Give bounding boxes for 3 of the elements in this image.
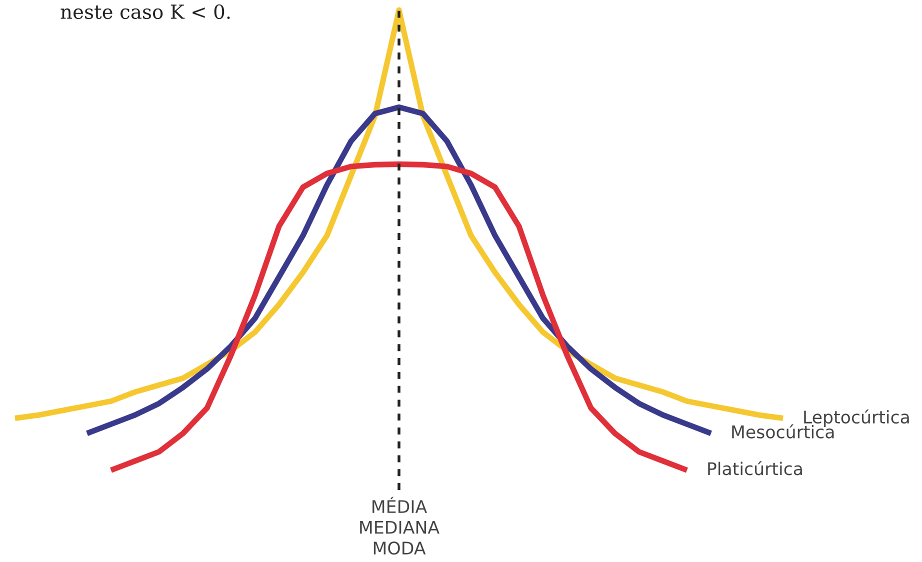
series-label: Platicúrtica <box>708 461 802 476</box>
annotation: neste caso K < 0. <box>60 4 230 20</box>
text: MÉDIA MEDIANA MODA <box>360 496 440 555</box>
